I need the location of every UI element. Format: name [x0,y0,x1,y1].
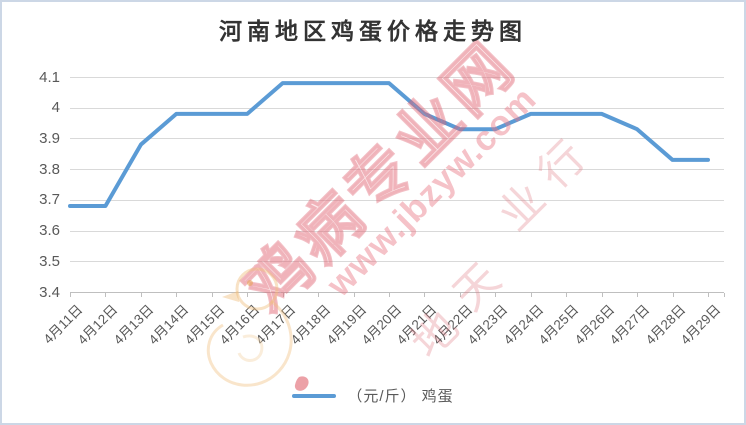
x-axis-tick [140,293,142,297]
x-axis-tick [637,293,639,297]
x-axis-tick [176,293,178,297]
x-axis-tick [530,293,532,297]
gridline [70,199,724,201]
gridline [70,261,724,263]
x-axis-tick [70,293,71,297]
gridline [70,230,724,232]
legend-label: （元/斤） 鸡蛋 [347,388,454,405]
gridline [70,107,724,109]
x-axis-tick [282,293,284,297]
x-axis-tick [495,293,497,297]
price-line [68,81,710,208]
x-axis-tick [247,293,249,297]
x-axis-line [70,292,724,293]
x-axis-tick [724,293,725,297]
x-axis-tick [318,293,320,297]
legend-line-swatch [292,393,337,398]
gridline [70,138,724,140]
x-axis-tick [459,293,461,297]
x-axis-tick [389,293,390,297]
x-axis-tick [211,293,213,297]
legend: （元/斤） 鸡蛋 [2,385,744,406]
gridline [70,169,724,171]
x-axis-tick [353,293,355,297]
x-axis-tick [566,293,568,297]
x-axis-tick [601,293,603,297]
x-axis-tick [424,293,426,297]
chart-title: 河南地区鸡蛋价格走势图 [219,19,527,44]
gridline [70,77,724,78]
x-axis-tick [105,293,107,297]
x-axis-tick [708,293,709,297]
x-axis-tick [672,293,674,297]
